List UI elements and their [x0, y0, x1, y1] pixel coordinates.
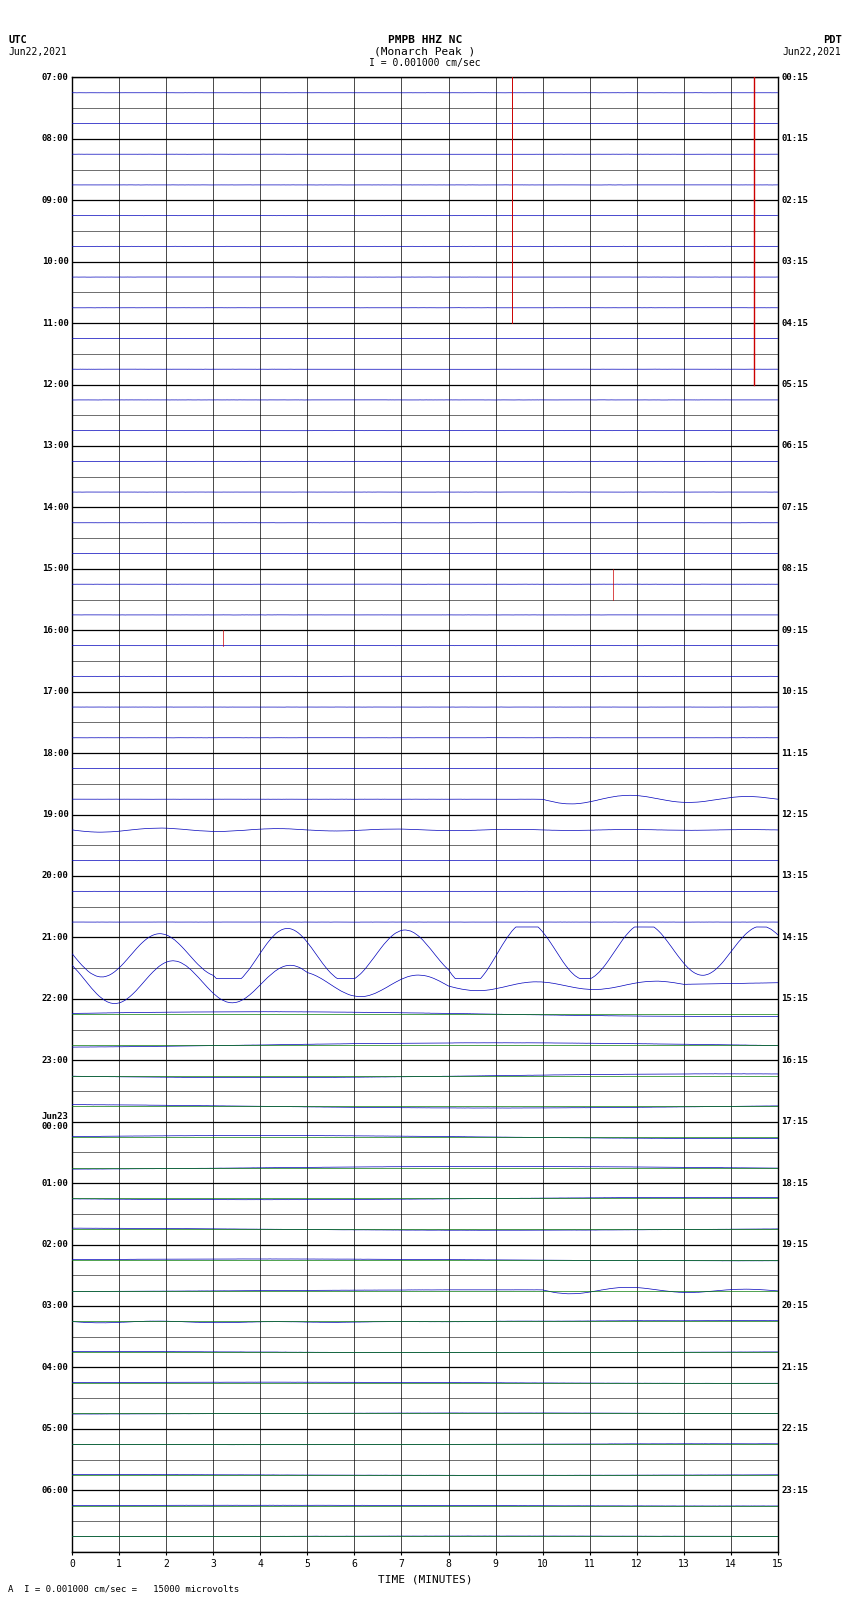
Text: PMPB HHZ NC: PMPB HHZ NC — [388, 35, 462, 45]
Text: 05:00: 05:00 — [42, 1424, 69, 1434]
Text: 13:00: 13:00 — [42, 442, 69, 450]
Text: 07:15: 07:15 — [781, 503, 808, 511]
Text: 00:15: 00:15 — [781, 73, 808, 82]
Text: 06:00: 06:00 — [42, 1486, 69, 1495]
Text: 11:00: 11:00 — [42, 319, 69, 327]
Text: Jun23
00:00: Jun23 00:00 — [42, 1111, 69, 1131]
Text: 14:15: 14:15 — [781, 932, 808, 942]
Text: 16:15: 16:15 — [781, 1057, 808, 1065]
Text: Jun22,2021: Jun22,2021 — [783, 47, 842, 56]
Text: 12:00: 12:00 — [42, 381, 69, 389]
Text: 18:00: 18:00 — [42, 748, 69, 758]
Text: 08:15: 08:15 — [781, 565, 808, 573]
Text: 22:15: 22:15 — [781, 1424, 808, 1434]
Text: 04:00: 04:00 — [42, 1363, 69, 1373]
Text: 20:00: 20:00 — [42, 871, 69, 881]
Text: 12:15: 12:15 — [781, 810, 808, 819]
Text: 01:15: 01:15 — [781, 134, 808, 144]
Text: A  I = 0.001000 cm/sec =   15000 microvolts: A I = 0.001000 cm/sec = 15000 microvolts — [8, 1584, 240, 1594]
Text: 22:00: 22:00 — [42, 994, 69, 1003]
Text: 21:15: 21:15 — [781, 1363, 808, 1373]
Text: 21:00: 21:00 — [42, 932, 69, 942]
Text: PDT: PDT — [823, 35, 842, 45]
Text: 16:00: 16:00 — [42, 626, 69, 636]
Text: 20:15: 20:15 — [781, 1302, 808, 1310]
Text: Jun22,2021: Jun22,2021 — [8, 47, 67, 56]
Text: 15:00: 15:00 — [42, 565, 69, 573]
Text: 19:00: 19:00 — [42, 810, 69, 819]
Text: 09:15: 09:15 — [781, 626, 808, 636]
X-axis label: TIME (MINUTES): TIME (MINUTES) — [377, 1574, 473, 1586]
Text: 10:15: 10:15 — [781, 687, 808, 697]
Text: 10:00: 10:00 — [42, 256, 69, 266]
Text: 05:15: 05:15 — [781, 381, 808, 389]
Text: 17:00: 17:00 — [42, 687, 69, 697]
Text: 06:15: 06:15 — [781, 442, 808, 450]
Text: 01:00: 01:00 — [42, 1179, 69, 1187]
Text: 02:00: 02:00 — [42, 1240, 69, 1248]
Text: (Monarch Peak ): (Monarch Peak ) — [374, 47, 476, 56]
Text: 14:00: 14:00 — [42, 503, 69, 511]
Text: 13:15: 13:15 — [781, 871, 808, 881]
Text: 18:15: 18:15 — [781, 1179, 808, 1187]
Text: 23:00: 23:00 — [42, 1057, 69, 1065]
Text: 07:00: 07:00 — [42, 73, 69, 82]
Text: 03:15: 03:15 — [781, 256, 808, 266]
Text: I = 0.001000 cm/sec: I = 0.001000 cm/sec — [369, 58, 481, 68]
Text: 19:15: 19:15 — [781, 1240, 808, 1248]
Text: 15:15: 15:15 — [781, 994, 808, 1003]
Text: UTC: UTC — [8, 35, 27, 45]
Text: 04:15: 04:15 — [781, 319, 808, 327]
Text: 03:00: 03:00 — [42, 1302, 69, 1310]
Text: 11:15: 11:15 — [781, 748, 808, 758]
Text: 02:15: 02:15 — [781, 195, 808, 205]
Text: 09:00: 09:00 — [42, 195, 69, 205]
Text: 23:15: 23:15 — [781, 1486, 808, 1495]
Text: 08:00: 08:00 — [42, 134, 69, 144]
Text: 17:15: 17:15 — [781, 1118, 808, 1126]
